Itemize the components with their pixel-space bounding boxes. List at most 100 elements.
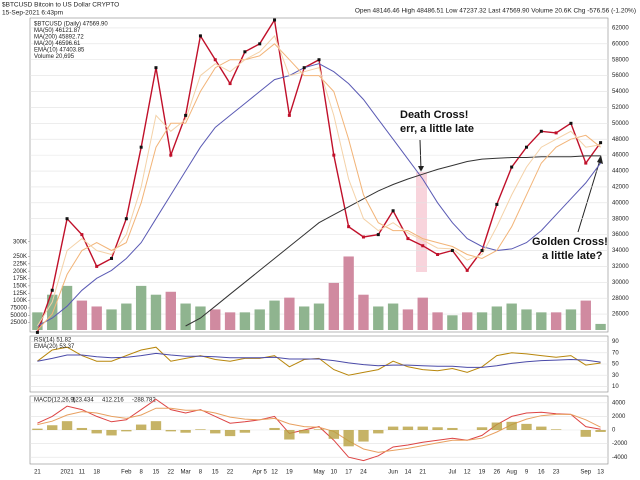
- volume-bar: [135, 285, 147, 330]
- price-marker: [347, 225, 351, 229]
- legend-entry: MA(50) 46121.87: [34, 28, 81, 34]
- histogram-bar: [165, 430, 176, 432]
- volume-bar: [61, 285, 73, 330]
- x-tick-label: 22: [167, 470, 174, 476]
- volume-bar: [550, 312, 562, 330]
- price-marker: [139, 145, 143, 149]
- price-marker: [50, 288, 54, 292]
- x-tick-label: 16: [538, 470, 545, 476]
- x-tick-label: 23: [553, 470, 560, 476]
- volume-tick-label: 50000: [10, 313, 27, 319]
- histogram-bar: [476, 427, 488, 430]
- x-tick-label: Jun: [388, 470, 398, 476]
- volume-tick-label: 200K: [13, 269, 27, 275]
- price-marker: [273, 18, 277, 22]
- annotation: a little late?: [542, 250, 603, 262]
- histogram-bar: [313, 429, 325, 430]
- volume-bar: [313, 303, 325, 330]
- x-tick-label: Jul: [449, 470, 457, 476]
- y-tick-label: 54000: [612, 89, 629, 95]
- y-tick-label: 62000: [612, 26, 629, 32]
- histogram-bar: [343, 430, 354, 447]
- y-tick-label: 60000: [612, 41, 629, 47]
- y-tick-label: 56000: [612, 73, 629, 79]
- x-tick-label: Aug: [506, 470, 517, 476]
- histogram-bar: [150, 421, 162, 430]
- x-tick-label: 21: [34, 470, 41, 476]
- y-tick-label: 90: [612, 339, 619, 345]
- volume-bar: [121, 303, 132, 330]
- legend-entry: Volume 20,695: [34, 54, 75, 60]
- price-marker: [213, 58, 217, 62]
- annotation: Golden Cross!: [532, 236, 608, 248]
- x-tick-label: 18: [93, 470, 100, 476]
- histogram-bar: [417, 426, 428, 430]
- x-tick-label: 26: [494, 470, 501, 476]
- volume-tick-label: 100K: [13, 298, 27, 304]
- price-marker: [361, 235, 365, 239]
- price-marker: [243, 50, 247, 54]
- price-marker: [495, 202, 499, 206]
- price-marker: [480, 249, 484, 253]
- y-tick-label: 44000: [612, 169, 629, 175]
- legend-entry: EMA(10) 47403.85: [34, 48, 85, 54]
- price-marker: [258, 42, 262, 46]
- histogram-bar: [358, 430, 369, 442]
- volume-bar: [536, 312, 547, 330]
- volume-bar: [91, 306, 102, 330]
- price-marker: [287, 113, 291, 117]
- x-tick-label: May: [313, 470, 324, 476]
- price-marker: [124, 217, 128, 221]
- histogram-bar: [284, 430, 295, 440]
- x-tick-label: 17: [345, 470, 352, 476]
- y-tick-label: 40000: [612, 200, 629, 206]
- volume-bar: [239, 312, 251, 330]
- price-marker: [539, 129, 543, 133]
- y-tick-label: 70: [612, 350, 619, 356]
- histogram-bar: [47, 425, 58, 430]
- volume-bar: [32, 312, 43, 330]
- histogram-bar: [32, 428, 43, 430]
- panel-title: MACD(12,26,9): [34, 398, 76, 404]
- histogram-bar: [506, 421, 517, 430]
- price-marker: [154, 66, 158, 70]
- volume-bar: [210, 309, 221, 330]
- legend-entry: 412.216: [102, 398, 124, 404]
- volume-bar: [506, 303, 517, 330]
- y-tick-label: 36000: [612, 232, 629, 238]
- volume-bar: [402, 309, 414, 330]
- price-marker: [599, 141, 603, 145]
- price-marker: [436, 252, 440, 256]
- x-tick-label: Sep: [580, 470, 591, 476]
- x-tick-label: Apr 5: [253, 470, 268, 476]
- volume-tick-label: 250K: [13, 254, 27, 260]
- price-marker: [421, 244, 425, 248]
- x-tick-label: 10: [330, 470, 337, 476]
- histogram-bar: [210, 430, 221, 434]
- volume-bar: [150, 294, 162, 330]
- series-line: [185, 155, 601, 327]
- histogram-bar: [135, 424, 147, 430]
- x-tick-label: 2021: [60, 470, 74, 476]
- price-marker: [569, 121, 573, 125]
- volume-tick-label: 25000: [10, 320, 27, 326]
- legend-entry: RSI(14) 51.82: [34, 338, 72, 344]
- histogram-bar: [328, 430, 340, 439]
- histogram-bar: [224, 430, 236, 437]
- price-marker: [524, 145, 528, 149]
- histogram-bar: [91, 430, 102, 434]
- volume-tick-label: 225K: [13, 261, 27, 267]
- y-tick-label: 28000: [612, 296, 629, 302]
- x-tick-label: 24: [360, 470, 367, 476]
- volume-bar: [432, 312, 443, 330]
- price-marker: [376, 233, 380, 237]
- histogram-bar: [373, 430, 384, 434]
- volume-bar: [580, 300, 591, 330]
- price-marker: [584, 161, 588, 165]
- legend-entry: EMA(20) 53.37: [34, 344, 75, 350]
- annotation: Death Cross!: [400, 109, 468, 121]
- price-marker: [35, 330, 39, 334]
- y-tick-label: 32000: [612, 264, 629, 270]
- price-marker: [169, 153, 173, 157]
